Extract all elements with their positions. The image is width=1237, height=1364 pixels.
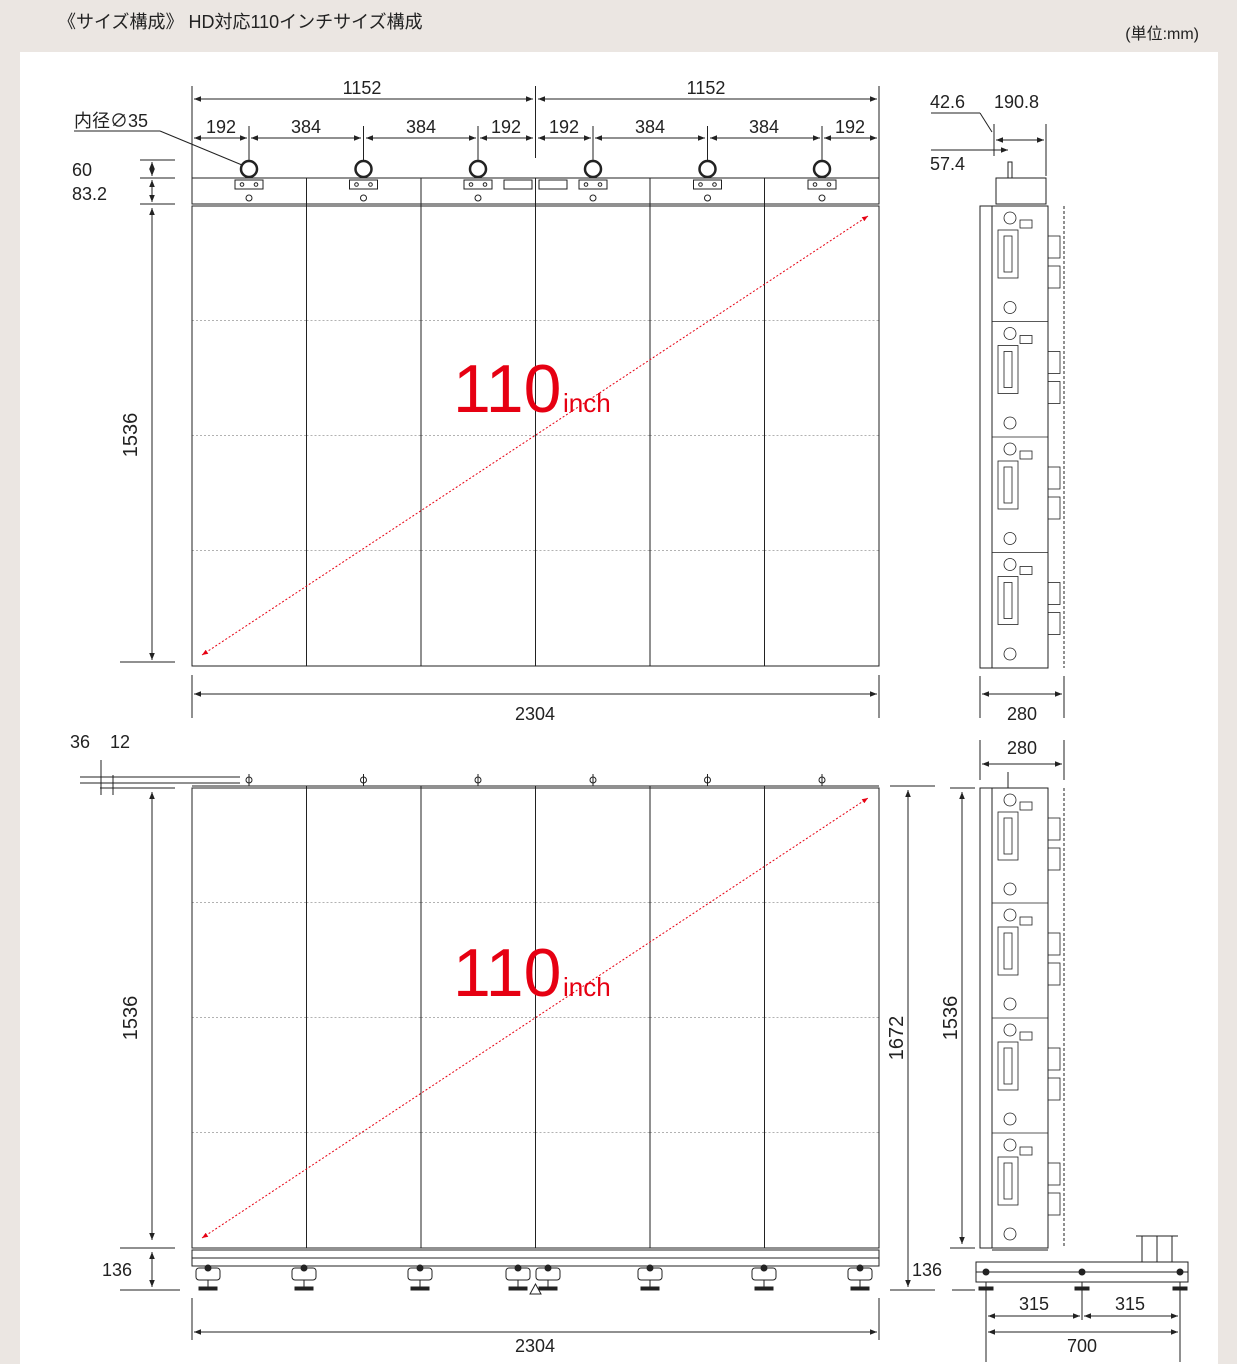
side-foot-2: 315 (1115, 1294, 1145, 1314)
diagonal-top (201, 215, 869, 656)
side-height-bottom: 1536 (940, 996, 962, 1041)
dim-base-left: 136 (102, 1260, 132, 1280)
size-unit-top: inch (563, 388, 611, 418)
top-bolt-icon (704, 774, 711, 786)
top-bolt-icon (589, 774, 597, 786)
size-unit-bottom: inch (563, 972, 611, 1002)
eye-bolt-icon (693, 159, 722, 202)
leveling-foot-icon (637, 1264, 663, 1291)
side-foot-icon (1172, 1268, 1188, 1291)
dim-seg-6: 384 (635, 117, 665, 137)
center-mark-icon (529, 1282, 542, 1295)
side-feet (978, 1268, 1188, 1291)
eye-bolt-icon (578, 159, 608, 202)
module-detail (992, 321, 1061, 430)
bottom-dimensions (80, 760, 935, 1340)
dim-seg-3: 384 (406, 117, 436, 137)
side-dim-57: 57.4 (930, 154, 965, 174)
module-detail (992, 787, 1061, 896)
top-dimensions (74, 86, 880, 718)
unit-label: (単位:mm) (1125, 26, 1199, 43)
dim-height-top: 1536 (120, 413, 142, 458)
module-detail (992, 1017, 1061, 1126)
eye-bolt-icon (349, 159, 378, 202)
inner-diameter-label: 内径∅35 (74, 111, 148, 131)
side-depth-bottom: 280 (1007, 738, 1037, 758)
leveling-foot-icon (407, 1264, 433, 1291)
dim-offset-12: 12 (110, 732, 130, 752)
size-number-top: 110 (453, 351, 561, 427)
dim-seg-1: 192 (206, 117, 236, 137)
side-foot-icon (978, 1268, 994, 1291)
leveling-foot-icon (505, 1264, 531, 1291)
side-modules-bottom (992, 787, 1061, 1241)
top-bolt-icon (360, 774, 367, 786)
dim-seg-5: 192 (549, 117, 579, 137)
dim-seg-4: 192 (491, 117, 521, 137)
dim-total-height: 1672 (886, 1016, 908, 1061)
eye-bolt-icon (463, 159, 493, 202)
dim-seg-8: 192 (835, 117, 865, 137)
dim-offset-36: 36 (70, 732, 90, 752)
side-dim-190: 190.8 (994, 92, 1039, 112)
top-bolt-icon (245, 774, 253, 786)
stand-feet (195, 1264, 873, 1295)
dim-top-83: 83.2 (72, 184, 107, 204)
side-foot-icon (1074, 1268, 1090, 1291)
bottom-front-view (191, 785, 880, 1267)
dim-width-top: 2304 (515, 704, 555, 724)
dim-seg-7: 384 (749, 117, 779, 137)
module-detail (992, 552, 1061, 661)
diagonal-bottom (201, 797, 869, 1239)
leveling-foot-icon (847, 1264, 873, 1291)
leveling-foot-icon (535, 1264, 561, 1291)
side-depth-top: 280 (1007, 704, 1037, 724)
side-base-height: 136 (912, 1260, 942, 1280)
size-number-bottom: 110 (453, 935, 561, 1011)
module-detail (992, 436, 1061, 545)
top-bolt-icon (474, 774, 482, 786)
dim-top-60: 60 (72, 160, 92, 180)
top-bolt-icon (818, 774, 826, 786)
side-modules-top (992, 205, 1061, 661)
eye-bolts (234, 159, 837, 202)
top-bolts-bottom-view (245, 774, 826, 786)
dim-width-bottom: 2304 (515, 1336, 555, 1356)
center-plates (503, 179, 568, 190)
side-total-depth: 700 (1067, 1336, 1097, 1356)
dim-half-right: 1152 (687, 78, 726, 98)
top-side-view (931, 112, 1065, 718)
module-detail (992, 205, 1061, 314)
eye-bolt-icon (807, 159, 837, 202)
dim-seg-2: 384 (291, 117, 321, 137)
dim-height-bottom: 1536 (120, 996, 142, 1041)
leveling-foot-icon (195, 1264, 221, 1291)
eye-bolt-icon (234, 159, 264, 202)
module-detail (992, 902, 1061, 1011)
page-title: 《サイズ構成》 HD対応110インチサイズ構成 (58, 12, 423, 32)
bottom-side-view (950, 740, 1189, 1362)
leveling-foot-icon (291, 1264, 317, 1291)
module-detail (992, 1132, 1061, 1241)
side-foot-1: 315 (1019, 1294, 1049, 1314)
side-dim-42: 42.6 (930, 92, 965, 112)
dim-half-left: 1152 (343, 78, 382, 98)
leveling-foot-icon (751, 1264, 777, 1291)
